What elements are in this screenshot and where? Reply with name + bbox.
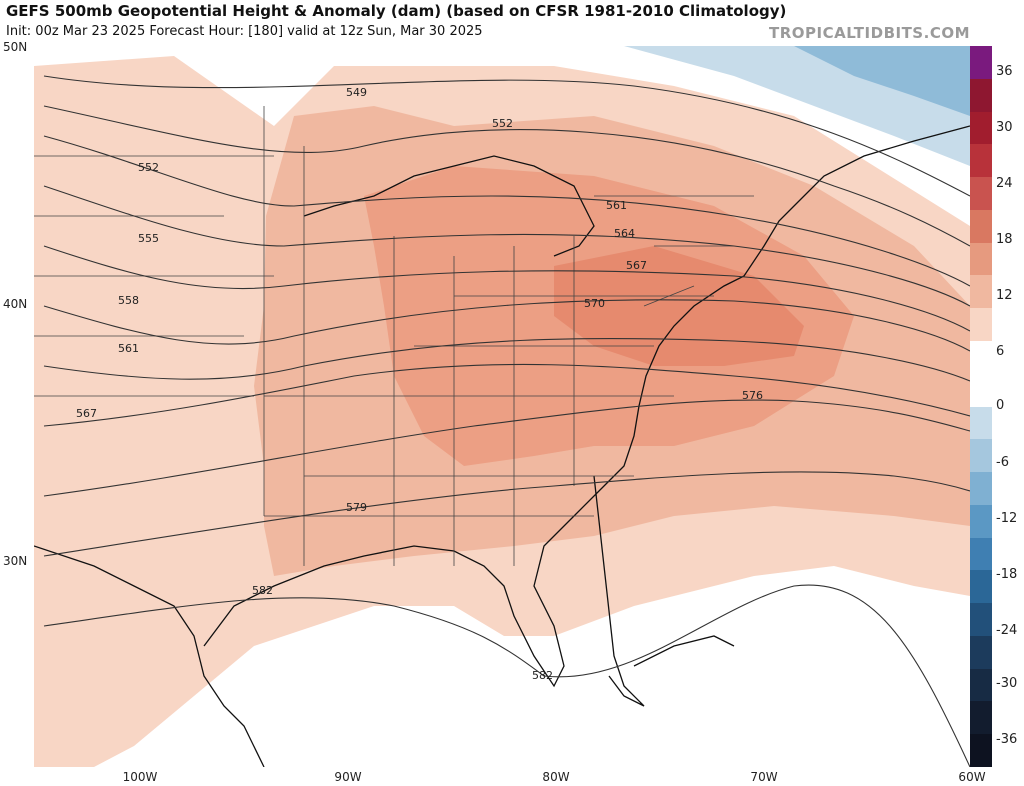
- contour-labels: 549 552 552 555 558 561 561 564 567 567 …: [76, 86, 763, 682]
- colorbar-segment: [970, 537, 992, 571]
- colorbar-label: 30: [996, 120, 1013, 135]
- contour-label: 570: [584, 297, 605, 310]
- colorbar-label: 12: [996, 288, 1013, 303]
- lat-label: 40N: [3, 297, 28, 311]
- state-borders: [34, 106, 754, 566]
- colorbar-segment: [970, 111, 992, 145]
- lon-label: 60W: [958, 770, 986, 784]
- anomaly-band-24: [554, 246, 804, 366]
- contour-label: 561: [118, 342, 139, 355]
- anomaly-colorbar: [970, 46, 992, 768]
- map-subtitle: Init: 00z Mar 23 2025 Forecast Hour: [18…: [6, 24, 483, 39]
- coastlines: [34, 125, 970, 767]
- map-canvas: 549 552 552 555 558 561 561 564 567 567 …: [34, 46, 970, 767]
- colorbar-segment: [970, 373, 992, 407]
- contour-label: 555: [138, 232, 159, 245]
- contour-label: 582: [532, 669, 553, 682]
- colorbar-segment: [970, 635, 992, 670]
- map-title: GEFS 500mb Geopotential Height & Anomaly…: [6, 2, 787, 20]
- colorbar-label: -36: [996, 732, 1018, 747]
- weather-map: 549 552 552 555 558 561 561 564 567 567 …: [34, 46, 970, 767]
- lon-label: 90W: [334, 770, 362, 784]
- colorbar-segment: [970, 439, 992, 473]
- colorbar-segment: [970, 668, 992, 702]
- colorbar-label: 6: [996, 344, 1005, 359]
- colorbar-segment: [970, 242, 992, 276]
- lat-label: 50N: [3, 40, 28, 54]
- colorbar-segment: [970, 144, 992, 178]
- lat-label: 30N: [3, 554, 28, 568]
- colorbar-label: -6: [996, 455, 1009, 470]
- negative-anomaly-strong: [794, 46, 970, 116]
- height-contours: [43, 75, 970, 767]
- colorbar-segment: [970, 275, 992, 309]
- contour-label: 579: [346, 501, 367, 514]
- contour-label: 567: [626, 259, 647, 272]
- lon-label: 70W: [750, 770, 778, 784]
- colorbar-label: -24: [996, 623, 1018, 638]
- contour-label: 552: [492, 117, 513, 130]
- colorbar-label: -18: [996, 567, 1018, 582]
- colorbar-segment: [970, 603, 992, 637]
- colorbar-label: -12: [996, 511, 1018, 526]
- colorbar-segment: [970, 570, 992, 604]
- colorbar-segment: [970, 177, 992, 211]
- colorbar-segment: [970, 734, 992, 768]
- colorbar-segment: [970, 406, 992, 440]
- colorbar-label: 18: [996, 232, 1013, 247]
- contour-label: 561: [606, 199, 627, 212]
- contour-label: 549: [346, 86, 367, 99]
- contour-label: 564: [614, 227, 635, 240]
- colorbar-label: -30: [996, 676, 1018, 691]
- colorbar-label: 0: [996, 398, 1005, 413]
- contour-label: 558: [118, 294, 139, 307]
- colorbar-segment: [970, 209, 992, 244]
- colorbar-segment: [970, 78, 992, 113]
- brand-watermark: TROPICALTIDBITS.COM: [769, 24, 970, 42]
- colorbar-segment: [970, 46, 992, 80]
- colorbar-label: 36: [996, 64, 1013, 79]
- contour-label: 576: [742, 389, 763, 402]
- colorbar-segment: [970, 308, 992, 342]
- lon-label: 100W: [122, 770, 158, 784]
- contour-label: 582: [252, 584, 273, 597]
- contour-label: 552: [138, 161, 159, 174]
- lon-label: 80W: [542, 770, 570, 784]
- colorbar-segment: [970, 340, 992, 375]
- colorbar-segment: [970, 472, 992, 506]
- contour-label: 567: [76, 407, 97, 420]
- colorbar-label: 24: [996, 176, 1013, 191]
- colorbar-segment: [970, 504, 992, 539]
- colorbar-segment: [970, 701, 992, 735]
